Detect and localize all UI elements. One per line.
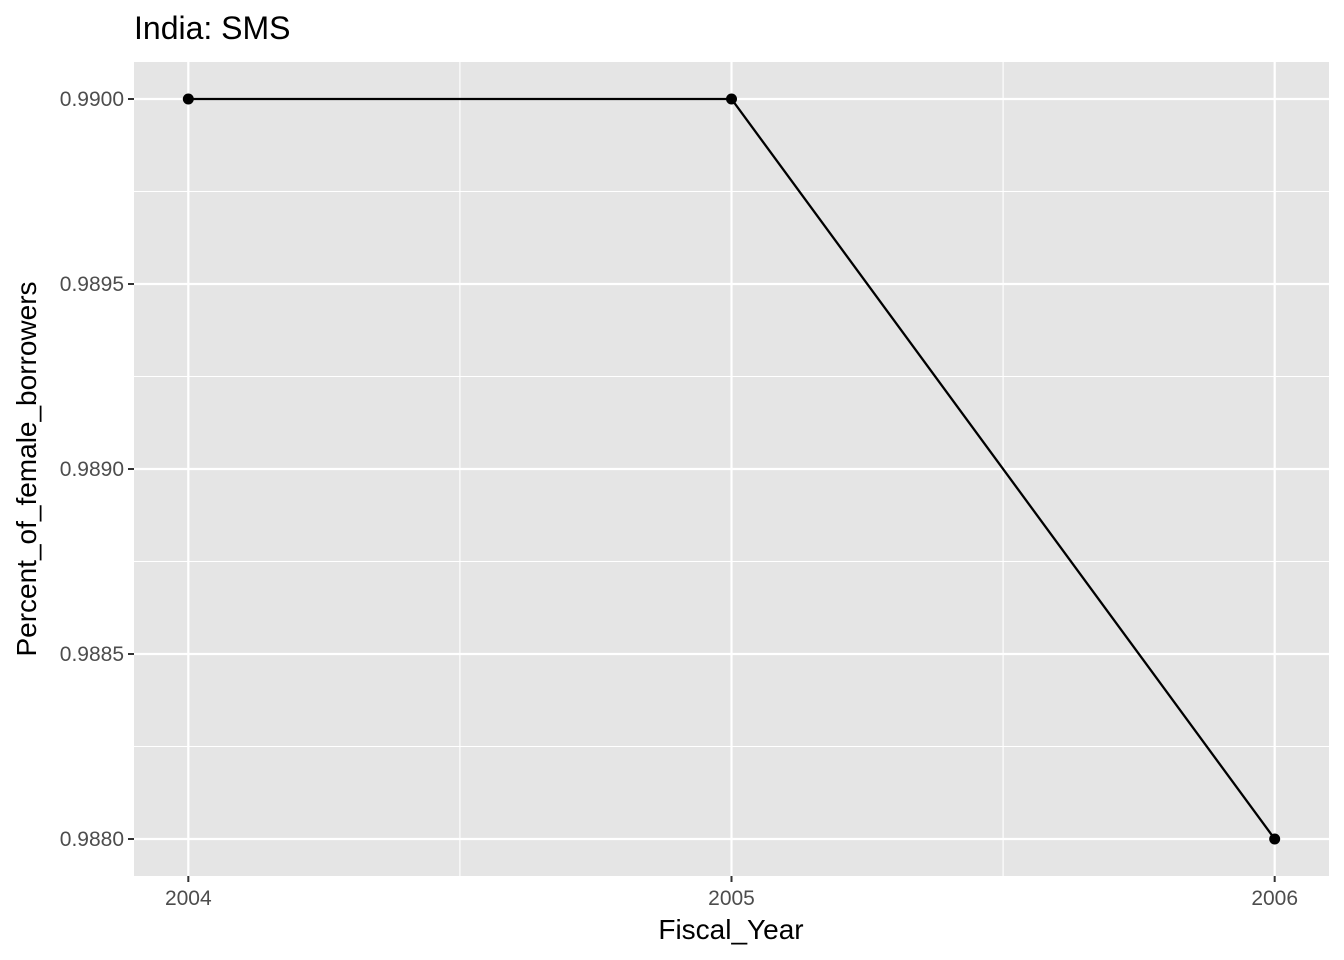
- data-point: [1269, 833, 1281, 845]
- y-tick-label: 0.9900: [60, 88, 124, 111]
- x-axis-ticks: 2004 2005 2006: [165, 876, 1298, 910]
- y-axis-title: Percent_of_female_borrowers: [11, 281, 42, 656]
- series-layer: [182, 93, 1281, 845]
- y-tick-label: 0.9890: [60, 458, 124, 481]
- data-point: [726, 93, 737, 105]
- x-axis-title: Fiscal_Year: [658, 914, 803, 945]
- y-tick-label: 0.9885: [60, 643, 124, 666]
- x-tick-label: 2006: [1251, 887, 1298, 910]
- y-tick-label: 0.9895: [60, 273, 124, 296]
- data-point: [182, 93, 194, 105]
- y-axis-ticks: 0.9880 0.9885 0.9890 0.9895 0.9900: [60, 88, 134, 851]
- chart-title: India: SMS: [134, 10, 291, 46]
- y-tick-label: 0.9880: [60, 828, 124, 851]
- x-tick-label: 2004: [165, 887, 212, 910]
- x-tick-label: 2005: [708, 887, 755, 910]
